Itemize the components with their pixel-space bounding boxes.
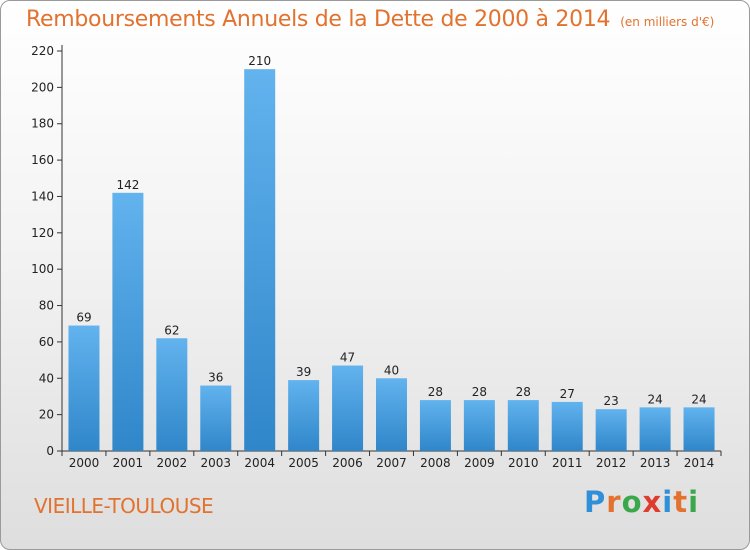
data-labels: 69 142 62 36 210 39 47 40 28 28 28 27 23 24 24	[76, 54, 706, 408]
bar	[595, 409, 627, 451]
x-tick-label: 2001	[113, 456, 144, 470]
bar-value-label: 142	[116, 178, 139, 192]
x-tick-label: 2002	[157, 456, 188, 470]
x-tick-label: 2013	[640, 456, 671, 470]
bar-value-label: 36	[208, 371, 223, 385]
bar	[288, 380, 320, 451]
y-tick-label: 200	[31, 80, 54, 94]
x-tick-label: 2006	[332, 456, 363, 470]
bar	[68, 325, 100, 451]
proxiti-logo: Proxiti	[584, 485, 699, 519]
y-tick-label: 40	[39, 371, 54, 385]
bar	[244, 69, 276, 451]
y-tick-label: 60	[39, 335, 54, 349]
x-tick-label: 2004	[244, 456, 275, 470]
bar	[683, 407, 715, 451]
bar	[507, 400, 539, 451]
x-tick-label: 2010	[508, 456, 539, 470]
commune-name: VIEILLE-TOULOUSE	[34, 494, 214, 518]
bars	[68, 69, 715, 451]
logo-letter: P	[584, 485, 607, 519]
bar-value-label: 47	[340, 351, 355, 365]
chart-title: Remboursements Annuels de la Dette de 20…	[26, 7, 714, 32]
bar	[419, 400, 451, 451]
bar-value-label: 28	[516, 385, 531, 399]
bar	[463, 400, 495, 451]
y-tick-label: 220	[31, 44, 54, 58]
bar-value-label: 40	[384, 363, 399, 377]
x-tick-label: 2014	[684, 456, 715, 470]
x-tick-label: 2003	[200, 456, 231, 470]
bar-value-label: 39	[296, 365, 311, 379]
bar	[376, 378, 407, 451]
chart-unit: (en milliers d'€)	[620, 15, 715, 29]
bar-value-label: 24	[647, 392, 662, 406]
bar	[551, 401, 583, 451]
chart-title-text: Remboursements Annuels de la Dette de 20…	[26, 7, 611, 32]
bar	[332, 365, 364, 451]
logo-letter: o	[621, 485, 643, 519]
x-tick-label: 2012	[596, 456, 627, 470]
bar	[200, 385, 232, 451]
bar-value-label: 69	[76, 311, 91, 325]
y-axis: 0 20 40 60 80 100 120 140 160 180 200 220	[31, 44, 63, 458]
y-tick-label: 0	[46, 444, 54, 458]
y-tick-label: 100	[31, 262, 54, 276]
x-tick-label: 2008	[420, 456, 451, 470]
bar-value-label: 28	[428, 385, 443, 399]
bar-value-label: 210	[248, 54, 271, 68]
x-tick-label: 2009	[464, 456, 495, 470]
logo-letter: r	[606, 485, 622, 519]
bar-value-label: 62	[164, 323, 179, 337]
x-tick-label: 2007	[376, 456, 407, 470]
bar	[112, 192, 144, 451]
bar-value-label: 28	[472, 385, 487, 399]
y-tick-label: 160	[31, 153, 54, 167]
y-tick-label: 180	[31, 117, 54, 131]
x-axis: 2000 2001 2002 2003 2004 2005 2006 2007 2008 2009…	[61, 450, 722, 470]
bar	[639, 407, 671, 451]
logo-letter: i	[688, 485, 700, 519]
y-tick-label: 20	[39, 408, 54, 422]
bar-value-label: 23	[604, 394, 619, 408]
x-tick-label: 2011	[552, 456, 583, 470]
y-tick-label: 120	[31, 226, 54, 240]
bar-value-label: 27	[560, 387, 575, 401]
y-tick-label: 140	[31, 189, 54, 203]
y-tick-label: 80	[39, 299, 54, 313]
bar	[156, 338, 188, 451]
x-tick-label: 2000	[69, 456, 100, 470]
bar-value-label: 24	[691, 392, 706, 406]
logo-letter: t	[673, 485, 689, 519]
logo-letter: x	[642, 485, 663, 519]
x-tick-label: 2005	[288, 456, 319, 470]
logo-letter: i	[662, 485, 674, 519]
